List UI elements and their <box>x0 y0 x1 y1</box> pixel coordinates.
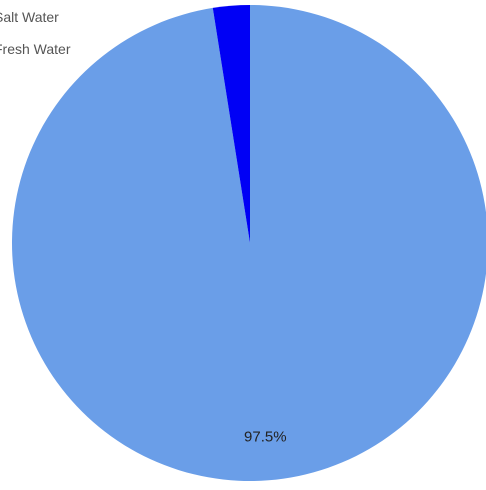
legend-label-salt-water: Salt Water <box>0 9 59 25</box>
legend-item-salt-water: Salt Water <box>0 6 71 28</box>
legend: Salt Water Fresh Water <box>0 6 71 70</box>
data-label-salt-water: 97.5% <box>244 429 287 446</box>
pie-slice-fresh-water <box>212 5 250 243</box>
legend-label-fresh-water: Fresh Water <box>0 41 71 57</box>
legend-item-fresh-water: Fresh Water <box>0 38 71 60</box>
pie-data-labels: 97.5% <box>244 429 287 446</box>
pie-slices <box>12 5 486 481</box>
pie-slice-salt-water <box>12 5 486 481</box>
